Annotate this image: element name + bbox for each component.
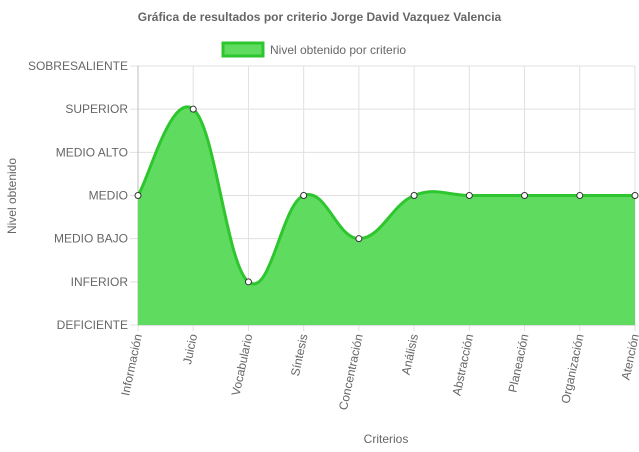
y-tick-label: MEDIO ALTO <box>56 145 128 159</box>
x-tick-label: Planeación <box>505 333 531 394</box>
plot-area <box>136 105 635 325</box>
y-tick-label: DEFICIENTE <box>57 318 128 332</box>
y-tick-label: MEDIO <box>89 189 128 203</box>
data-point-8[interactable] <box>521 192 529 199</box>
x-tick-label: Vocabulario <box>229 332 256 397</box>
data-point-7[interactable] <box>465 192 473 199</box>
chart-title: Gráfica de resultados por criterio Jorge… <box>138 10 502 24</box>
y-axis-title: Nivel obtenido <box>5 158 19 234</box>
x-tick-label: Atención <box>619 333 639 382</box>
data-point-6[interactable] <box>410 192 418 199</box>
y-tick-label: SUPERIOR <box>65 102 128 116</box>
y-tick-label: SOBRESALIENTE <box>28 59 128 73</box>
legend[interactable]: Nivel obtenido por criterio <box>221 41 406 58</box>
legend-label[interactable]: Nivel obtenido por criterio <box>270 43 406 57</box>
data-point-3[interactable] <box>244 278 252 286</box>
data-point-9[interactable] <box>576 192 584 199</box>
x-tick-label: Análisis <box>399 333 421 376</box>
x-tick-label: Abstracción <box>450 333 477 397</box>
y-axis-ticks: DEFICIENTE INFERIOR MEDIO BAJO MEDIO MEDIO A… <box>28 59 128 332</box>
data-point-2[interactable] <box>189 105 197 113</box>
x-tick-label: Organización <box>558 333 586 405</box>
series-area-fill <box>138 106 635 325</box>
x-axis-ticks: Información Juicio Vocabulario Síntesis Conc… <box>118 332 639 411</box>
data-point-5[interactable] <box>355 235 363 243</box>
x-tick-label: Juicio <box>180 332 200 365</box>
data-point-4[interactable] <box>300 192 308 199</box>
y-tick-label: INFERIOR <box>71 275 129 289</box>
x-tick-label: Concentración <box>336 333 366 412</box>
x-axis-title: Criterios <box>364 432 409 446</box>
data-points <box>134 105 639 286</box>
data-point-1[interactable] <box>134 192 142 199</box>
x-tick-label: Información <box>118 333 145 397</box>
series-line <box>136 105 635 286</box>
y-tick-label: MEDIO BAJO <box>54 232 128 246</box>
legend-swatch[interactable] <box>221 41 265 58</box>
x-tick-label: Síntesis <box>288 333 311 378</box>
data-point-10[interactable] <box>631 192 639 199</box>
